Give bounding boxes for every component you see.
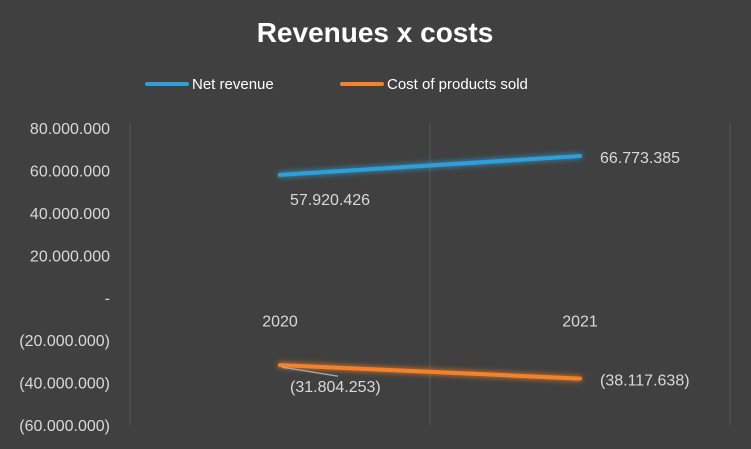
series-line xyxy=(278,154,582,177)
y-tick-label: (40.000.000) xyxy=(19,376,110,393)
legend: Net revenue Cost of products sold xyxy=(145,76,528,93)
data-label: 66.773.385 xyxy=(600,150,680,167)
leader-lines xyxy=(281,366,339,377)
y-tick-label: 20.000.000 xyxy=(30,248,110,265)
leader-line xyxy=(281,366,339,377)
y-tick-label: - xyxy=(105,291,110,308)
y-tick-label: 80.000.000 xyxy=(30,121,110,138)
y-axis-tick-labels: 80.000.000 60.000.000 40.000.000 20.000.000… xyxy=(19,121,110,435)
gridlines xyxy=(129,124,731,425)
data-labels: 57.920.426 66.773.385 (31.804.253) (38.117.… xyxy=(290,150,690,396)
series-lines xyxy=(278,154,582,381)
legend-label-net-revenue: Net revenue xyxy=(192,76,274,93)
data-label: (31.804.253) xyxy=(290,379,381,396)
legend-label-cost: Cost of products sold xyxy=(387,76,528,93)
x-category-label: 2021 xyxy=(562,314,598,331)
y-tick-label: (20.000.000) xyxy=(19,333,110,350)
data-label: 57.920.426 xyxy=(290,192,370,209)
chart-title: Revenues x costs xyxy=(257,17,494,48)
y-tick-label: 60.000.000 xyxy=(30,163,110,180)
series-line xyxy=(278,363,582,381)
y-tick-label: (60.000.000) xyxy=(19,418,110,435)
y-tick-label: 40.000.000 xyxy=(30,206,110,223)
x-axis-category-labels: 2020 2021 xyxy=(262,314,598,331)
data-label: (38.117.638) xyxy=(600,373,690,390)
x-category-label: 2020 xyxy=(262,314,298,331)
